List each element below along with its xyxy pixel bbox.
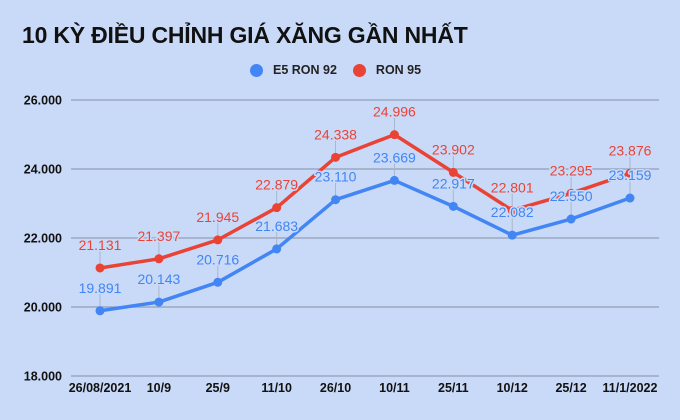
data-label: 23.876	[609, 142, 652, 158]
x-tick-label: 10/12	[497, 381, 528, 395]
series-line-1	[98, 132, 632, 270]
legend-label: E5 RON 92	[273, 63, 337, 77]
data-point	[154, 297, 164, 307]
data-label: 23.159	[609, 167, 652, 183]
data-point	[213, 277, 223, 287]
x-tick-label: 25/12	[555, 381, 586, 395]
x-tick-label: 11/10	[261, 381, 292, 395]
data-label: 21.683	[255, 218, 298, 234]
data-point	[625, 193, 635, 203]
data-labels-0: 19.891 20.143 20.716 21.683 23.110 23.669 22.9…	[77, 148, 653, 297]
data-label: 22.082	[491, 204, 534, 220]
data-label: 23.295	[550, 162, 593, 178]
x-tick-label: 10/11	[379, 381, 410, 395]
data-point	[154, 254, 164, 264]
x-tick-label: 25/9	[206, 381, 230, 395]
data-label: 23.110	[315, 169, 357, 185]
data-label: 21.397	[137, 228, 180, 244]
series-line-0	[98, 178, 632, 313]
data-point	[389, 130, 399, 140]
legend-dot-blue-icon	[250, 63, 263, 77]
x-tick-label: 10/9	[147, 381, 171, 395]
y-tick-label: 18.000	[24, 370, 62, 384]
data-label: 20.143	[137, 271, 180, 287]
data-label: 21.945	[196, 209, 239, 225]
data-point	[272, 244, 282, 254]
y-tick-label: 22.000	[24, 232, 62, 246]
x-axis: 26/08/2021 10/9 25/9 11/10 26/10 10/11 25/11 10…	[69, 381, 658, 395]
y-tick-label: 20.000	[24, 301, 62, 315]
x-tick-label: 26/10	[320, 381, 351, 395]
data-label: 19.891	[79, 280, 122, 296]
chart-title: 10 KỲ ĐIỀU CHỈNH GIÁ XĂNG GẦN NHẤT	[22, 22, 468, 48]
data-point	[331, 152, 341, 162]
legend-dot-red-icon	[352, 63, 366, 77]
data-point	[272, 203, 282, 213]
gridlines: 18.000 20.000 22.000 24.000 26.000	[24, 94, 659, 384]
data-point	[213, 235, 223, 245]
legend-item-ron95[interactable]: RON 95	[352, 63, 422, 77]
data-label: 24.338	[314, 126, 357, 142]
data-label: 23.669	[373, 149, 416, 165]
data-point	[625, 168, 635, 178]
data-label: 22.801	[491, 179, 534, 195]
data-label: 22.550	[550, 188, 593, 204]
data-label: 23.902	[432, 141, 475, 157]
data-point	[331, 195, 341, 205]
data-point	[448, 201, 458, 211]
data-labels-1: 21.131 21.397 21.945 22.879 24.338 24.996 23.9…	[77, 102, 653, 254]
data-label: 24.996	[373, 104, 416, 120]
chart-legend: E5 RON 92 RON 95	[250, 62, 437, 78]
data-label: 21.131	[79, 237, 122, 253]
legend-label: RON 95	[375, 63, 422, 77]
x-tick-label: 25/11	[438, 381, 469, 395]
data-label: 20.716	[196, 251, 239, 267]
data-point	[507, 230, 517, 240]
x-tick-label: 26/08/2021	[69, 381, 132, 395]
x-tick-label: 11/1/2022	[603, 381, 658, 395]
data-point	[95, 306, 105, 316]
data-point	[566, 188, 576, 198]
data-point	[566, 214, 576, 224]
data-label: 22.879	[255, 177, 298, 193]
data-point	[507, 205, 517, 215]
data-label: 22.917	[432, 175, 475, 191]
y-tick-label: 24.000	[24, 163, 62, 177]
data-point	[389, 175, 399, 185]
y-tick-label: 26.000	[24, 94, 62, 108]
data-point	[448, 167, 458, 177]
data-point	[95, 263, 105, 273]
legend-item-e5-ron92[interactable]: E5 RON 92	[250, 63, 337, 77]
